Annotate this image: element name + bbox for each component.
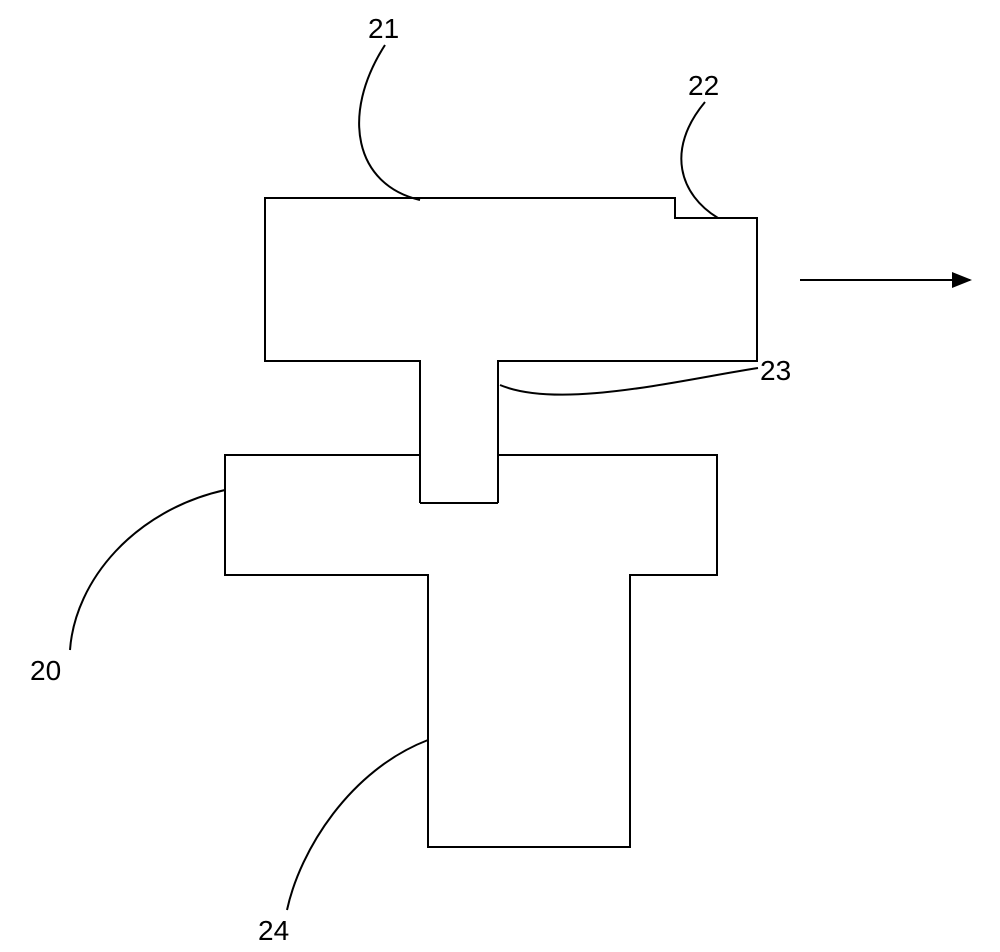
stem-exit-mask xyxy=(421,359,497,363)
stem-entry-mask xyxy=(421,453,497,457)
right-attach-mask xyxy=(673,219,677,360)
callout-label-22: 22 xyxy=(688,70,719,101)
callout-label-23: 23 xyxy=(760,355,791,386)
upper-block-21 xyxy=(265,198,675,361)
lower-block-24 xyxy=(428,575,630,847)
callout-leader-23 xyxy=(500,368,758,395)
callout-leader-20 xyxy=(70,490,225,650)
mechanical-diagram: 21 22 23 20 24 xyxy=(0,0,1000,952)
base-plate-20 xyxy=(225,455,717,575)
callout-label-24: 24 xyxy=(258,915,289,946)
callout-leader-21 xyxy=(359,45,420,200)
callout-leader-22 xyxy=(681,102,718,218)
right-block-22 xyxy=(675,218,757,361)
callout-leader-24 xyxy=(287,740,428,910)
lower-attach-mask xyxy=(429,573,629,577)
callout-label-20: 20 xyxy=(30,655,61,686)
callout-label-21: 21 xyxy=(368,13,399,44)
